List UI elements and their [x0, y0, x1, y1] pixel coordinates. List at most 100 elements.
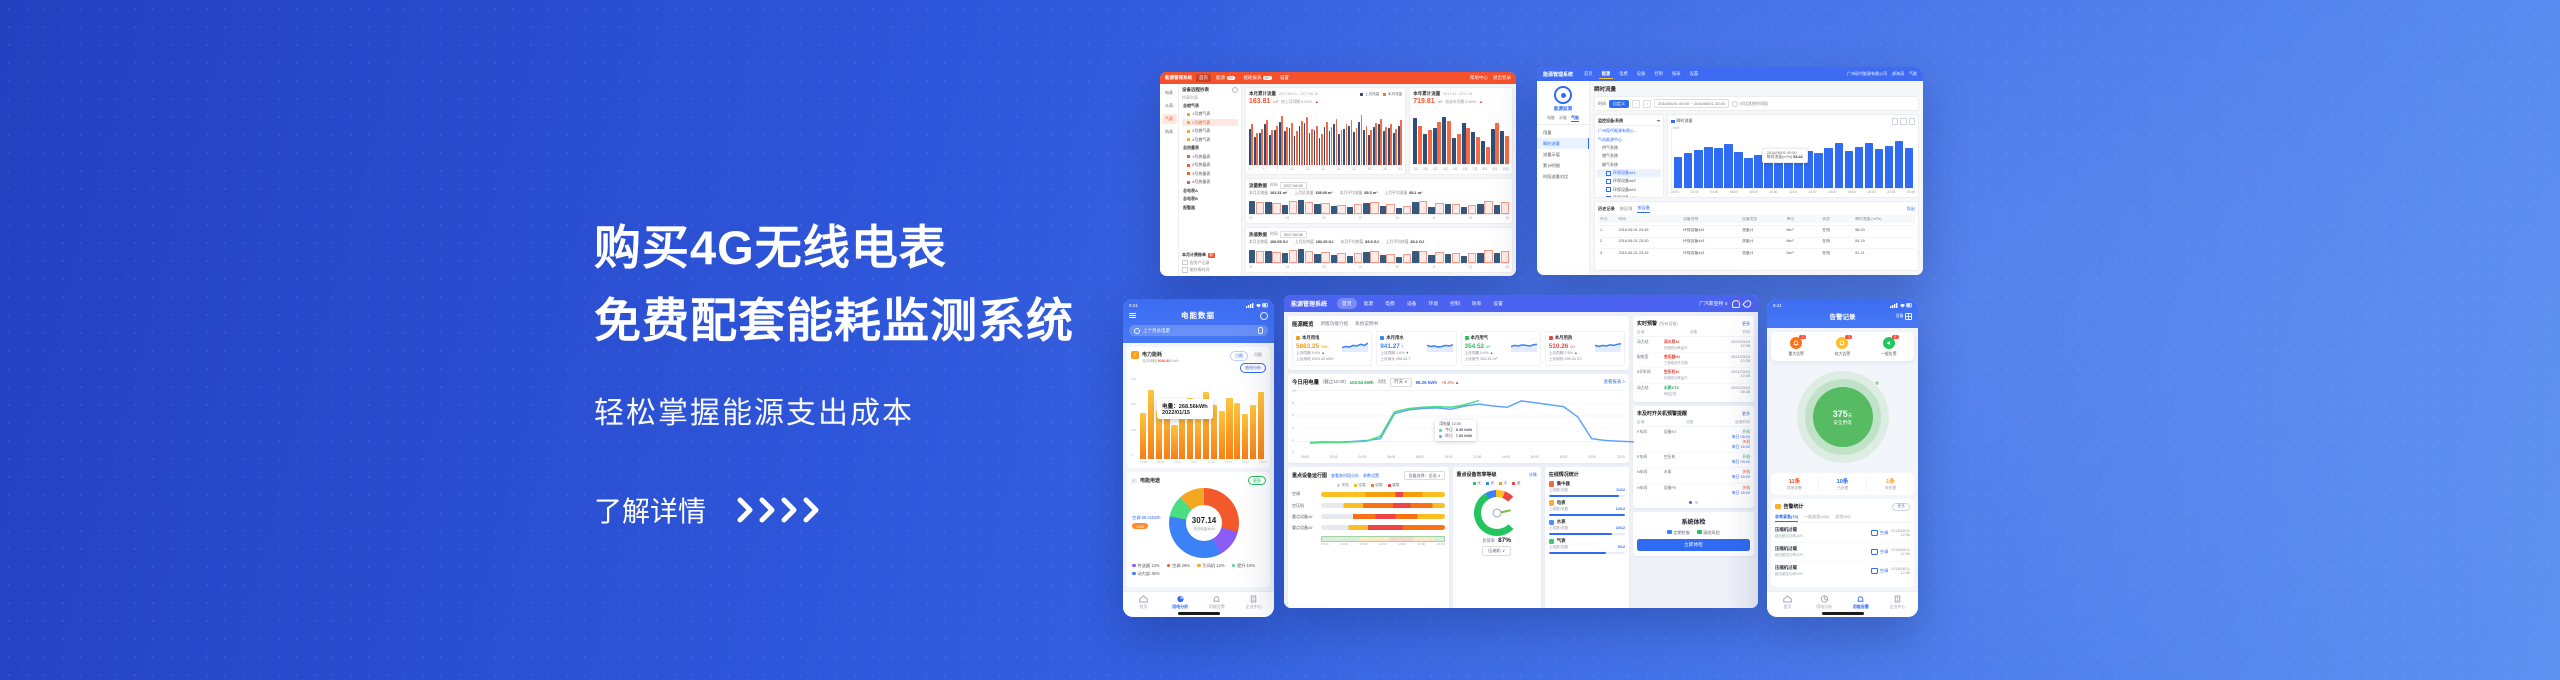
- b-tree-item[interactable]: 环保设备4#4: [1597, 194, 1661, 197]
- e-level-general[interactable]: 4 一般告警: [1866, 335, 1912, 357]
- e-level-major[interactable]: 2 重大告警: [1773, 335, 1819, 357]
- a-tree-item[interactable]: 4号燃气表: [1182, 136, 1238, 143]
- b-nav-tab[interactable]: 首页: [1584, 70, 1593, 76]
- b-tree-item[interactable]: 输气系统: [1602, 161, 1618, 167]
- b-user-menu[interactable]: 郝海涛: [1892, 71, 1904, 76]
- tab-enterprise[interactable]: 企业中心: [1235, 595, 1272, 610]
- e-tab-urgent[interactable]: 非常紧急(70): [1775, 514, 1799, 523]
- d-detail-link[interactable]: 详情: [1528, 471, 1537, 477]
- b-tab-by-device[interactable]: 按设备: [1637, 205, 1650, 213]
- e-level-moderate[interactable]: 3 较大告警: [1819, 335, 1865, 357]
- b-export-link[interactable]: 导出: [1906, 206, 1915, 211]
- b-tree-item[interactable]: 供气系统: [1602, 144, 1618, 150]
- e-more-button[interactable]: 更多: [1892, 503, 1910, 511]
- b-tree-item[interactable]: 储气系统: [1602, 153, 1618, 159]
- b-date-range-input[interactable]: 2016/06/01 00:00 ~ 2016/06/01 23:45: [1654, 99, 1729, 108]
- d-nav-tab[interactable]: 设备: [1406, 302, 1417, 307]
- e-tab-general[interactable]: 一般紧急(436): [1804, 513, 1830, 519]
- b-menu-item[interactable]: 累计明细: [1543, 163, 1560, 169]
- pagination-dots[interactable]: [1637, 501, 1750, 504]
- b-custom-range-button[interactable]: 自定义: [1609, 99, 1629, 108]
- c-monthly-pill[interactable]: 月报: [1254, 352, 1262, 357]
- collapse-icon[interactable]: ⇥: [1656, 118, 1660, 123]
- d-company-switcher[interactable]: 广汽菲亚特 ∨: [1699, 302, 1728, 307]
- tab-home[interactable]: 首页: [1125, 595, 1162, 610]
- time-brush-slider[interactable]: [1321, 535, 1445, 543]
- a-billing-entry[interactable]: 本月计费账单 新: [1182, 252, 1238, 258]
- c-daily-pill[interactable]: 日报: [1230, 351, 1248, 361]
- a-nav-tab[interactable]: 能源 99+: [1216, 75, 1236, 80]
- gear-icon[interactable]: [1260, 311, 1268, 320]
- a-tree-item[interactable]: 总电表B: [1183, 196, 1198, 201]
- d-nav-tab[interactable]: 电费: [1385, 302, 1395, 307]
- reminder-row[interactable]: F车间 设备N7 开机 每日 08:00 关机 每日 16:00: [1637, 428, 1750, 453]
- a-tree-item[interactable]: 4号热量表: [1182, 179, 1238, 186]
- a-tree-item[interactable]: 1号燃气表: [1182, 111, 1238, 118]
- a-meter-type-item[interactable]: 热表: [1165, 129, 1173, 134]
- reminder-row[interactable]: N车间 水泵 关机 每日 15:00: [1637, 468, 1750, 484]
- a-tree-item[interactable]: 1号热量表: [1182, 153, 1238, 160]
- a-nav-tab[interactable]: 能耗报表 99+: [1243, 75, 1272, 80]
- a-tree-item[interactable]: 2号热量表: [1182, 162, 1238, 169]
- a-tree-item[interactable]: 报警器: [1183, 204, 1195, 210]
- alarm-list-item[interactable]: 压缩机过载 超出额定功率20% 空调 2018/08/11 12:56: [1775, 565, 1910, 577]
- b-compare-checkbox[interactable]: 对比其他时间段: [1732, 101, 1768, 107]
- b-company-switcher[interactable]: 广州现代能源有限公司: [1847, 71, 1887, 76]
- bell-icon[interactable]: [1732, 299, 1740, 308]
- d-compare-select[interactable]: 昨天 ∨: [1390, 377, 1412, 388]
- a-tree-item[interactable]: 总燃气表: [1183, 102, 1199, 108]
- b-energy-tab[interactable]: 电能: [1547, 115, 1555, 120]
- tab-alerts[interactable]: 用能告警: [1843, 595, 1880, 610]
- alarm-list-item[interactable]: 压缩机过载 超出额定功率20% 空调 2018/08/11 12:56: [1775, 543, 1910, 563]
- a-meter-type-item[interactable]: 电表: [1165, 90, 1173, 95]
- b-tree-item[interactable]: 环保设备4#2: [1597, 177, 1661, 185]
- d-param-link[interactable]: 参数设置: [1363, 472, 1380, 478]
- tab-enterprise[interactable]: 企业中心: [1879, 595, 1916, 610]
- b-nav-tab[interactable]: 电费: [1619, 70, 1628, 76]
- b-energy-mode[interactable]: 气能: [1909, 71, 1917, 76]
- d-check-now-button[interactable]: 立即体检: [1637, 539, 1750, 551]
- c-more-button[interactable]: 更多: [1248, 476, 1266, 485]
- bar-view-icon[interactable]: [1900, 118, 1907, 125]
- a-heat-date-filter[interactable]: 时间 2017.06.08: [1270, 231, 1307, 238]
- d-report-link[interactable]: 查看报表 >: [1603, 379, 1625, 385]
- water-drop-icon[interactable]: [1742, 298, 1753, 309]
- tab-analysis[interactable]: 用电分析: [1806, 595, 1843, 610]
- b-nav-tab[interactable]: 报表: [1671, 70, 1681, 76]
- reminder-row[interactable]: E车间 空压机 开机 每日 09:00: [1637, 453, 1750, 469]
- a-option-checkbox-1[interactable]: 含资产记录: [1182, 260, 1238, 266]
- c-curve-pill[interactable]: 曲线分析: [1240, 363, 1266, 373]
- d-reminders-more-link[interactable]: 更多: [1742, 410, 1750, 416]
- next-arrow-icon[interactable]: ›: [1643, 99, 1651, 108]
- search-input[interactable]: 上个月总电量: [1129, 325, 1268, 336]
- tab-alerts[interactable]: 用能告警: [1199, 595, 1236, 610]
- d-manual-link[interactable]: 系统说明书: [1355, 321, 1379, 326]
- d-device-select[interactable]: 设备选择：全选 ∨: [1404, 471, 1445, 481]
- alert-row[interactable]: 配电室 变压器H1 三相电流不平衡 2021/03/15 10:39: [1637, 353, 1750, 369]
- a-tree-item[interactable]: 总热量表: [1183, 145, 1199, 150]
- a-date-picker[interactable]: 2017.06.08: [1279, 182, 1307, 189]
- menu-icon[interactable]: [1129, 312, 1136, 320]
- b-tree-item[interactable]: 气站能源中心: [1598, 136, 1622, 142]
- a-flow-date-filter[interactable]: 时间 2017.06.08: [1270, 182, 1307, 189]
- b-menu-item[interactable]: 用量: [1543, 129, 1552, 135]
- reminder-row[interactable]: H车间 设备F9 关机 每日 16:00: [1637, 485, 1750, 495]
- e-device-button[interactable]: 设备: [1896, 312, 1912, 320]
- a-topbar-link[interactable]: 帮助中心: [1470, 75, 1488, 80]
- a-tree-item[interactable]: 3号燃气表: [1182, 128, 1238, 135]
- tab-analysis[interactable]: 用电分析: [1162, 595, 1199, 610]
- b-menu-item[interactable]: 流量示值: [1543, 151, 1560, 157]
- b-energy-tab[interactable]: 气能: [1571, 115, 1579, 122]
- b-nav-tab[interactable]: 控制: [1654, 70, 1663, 76]
- d-nav-tab[interactable]: 能源: [1363, 302, 1374, 307]
- alert-row[interactable]: 8号车间 空压机3# 长期低功率运行 2021/03/15 10:05: [1637, 368, 1750, 384]
- alarm-list-item[interactable]: 压缩机过载 超出额定功率20% 空调 2018/08/11 12:56: [1775, 524, 1910, 544]
- e-tab-all[interactable]: 综合(99): [1835, 513, 1851, 519]
- a-tree-item[interactable]: 2号燃气表: [1182, 119, 1238, 126]
- d-period-analysis-link[interactable]: 查看各时段分析: [1331, 472, 1360, 478]
- d-nav-tab[interactable]: 设置: [1493, 302, 1503, 307]
- b-menu-item[interactable]: 时段流量对比: [1543, 174, 1569, 180]
- a-nav-tab[interactable]: 设置: [1279, 75, 1289, 80]
- alert-row[interactable]: 动力站 深水泵3# 长期低功率运行 2021/03/15 12:35: [1637, 338, 1750, 353]
- b-tree-item[interactable]: 环保设备4#3: [1597, 186, 1661, 194]
